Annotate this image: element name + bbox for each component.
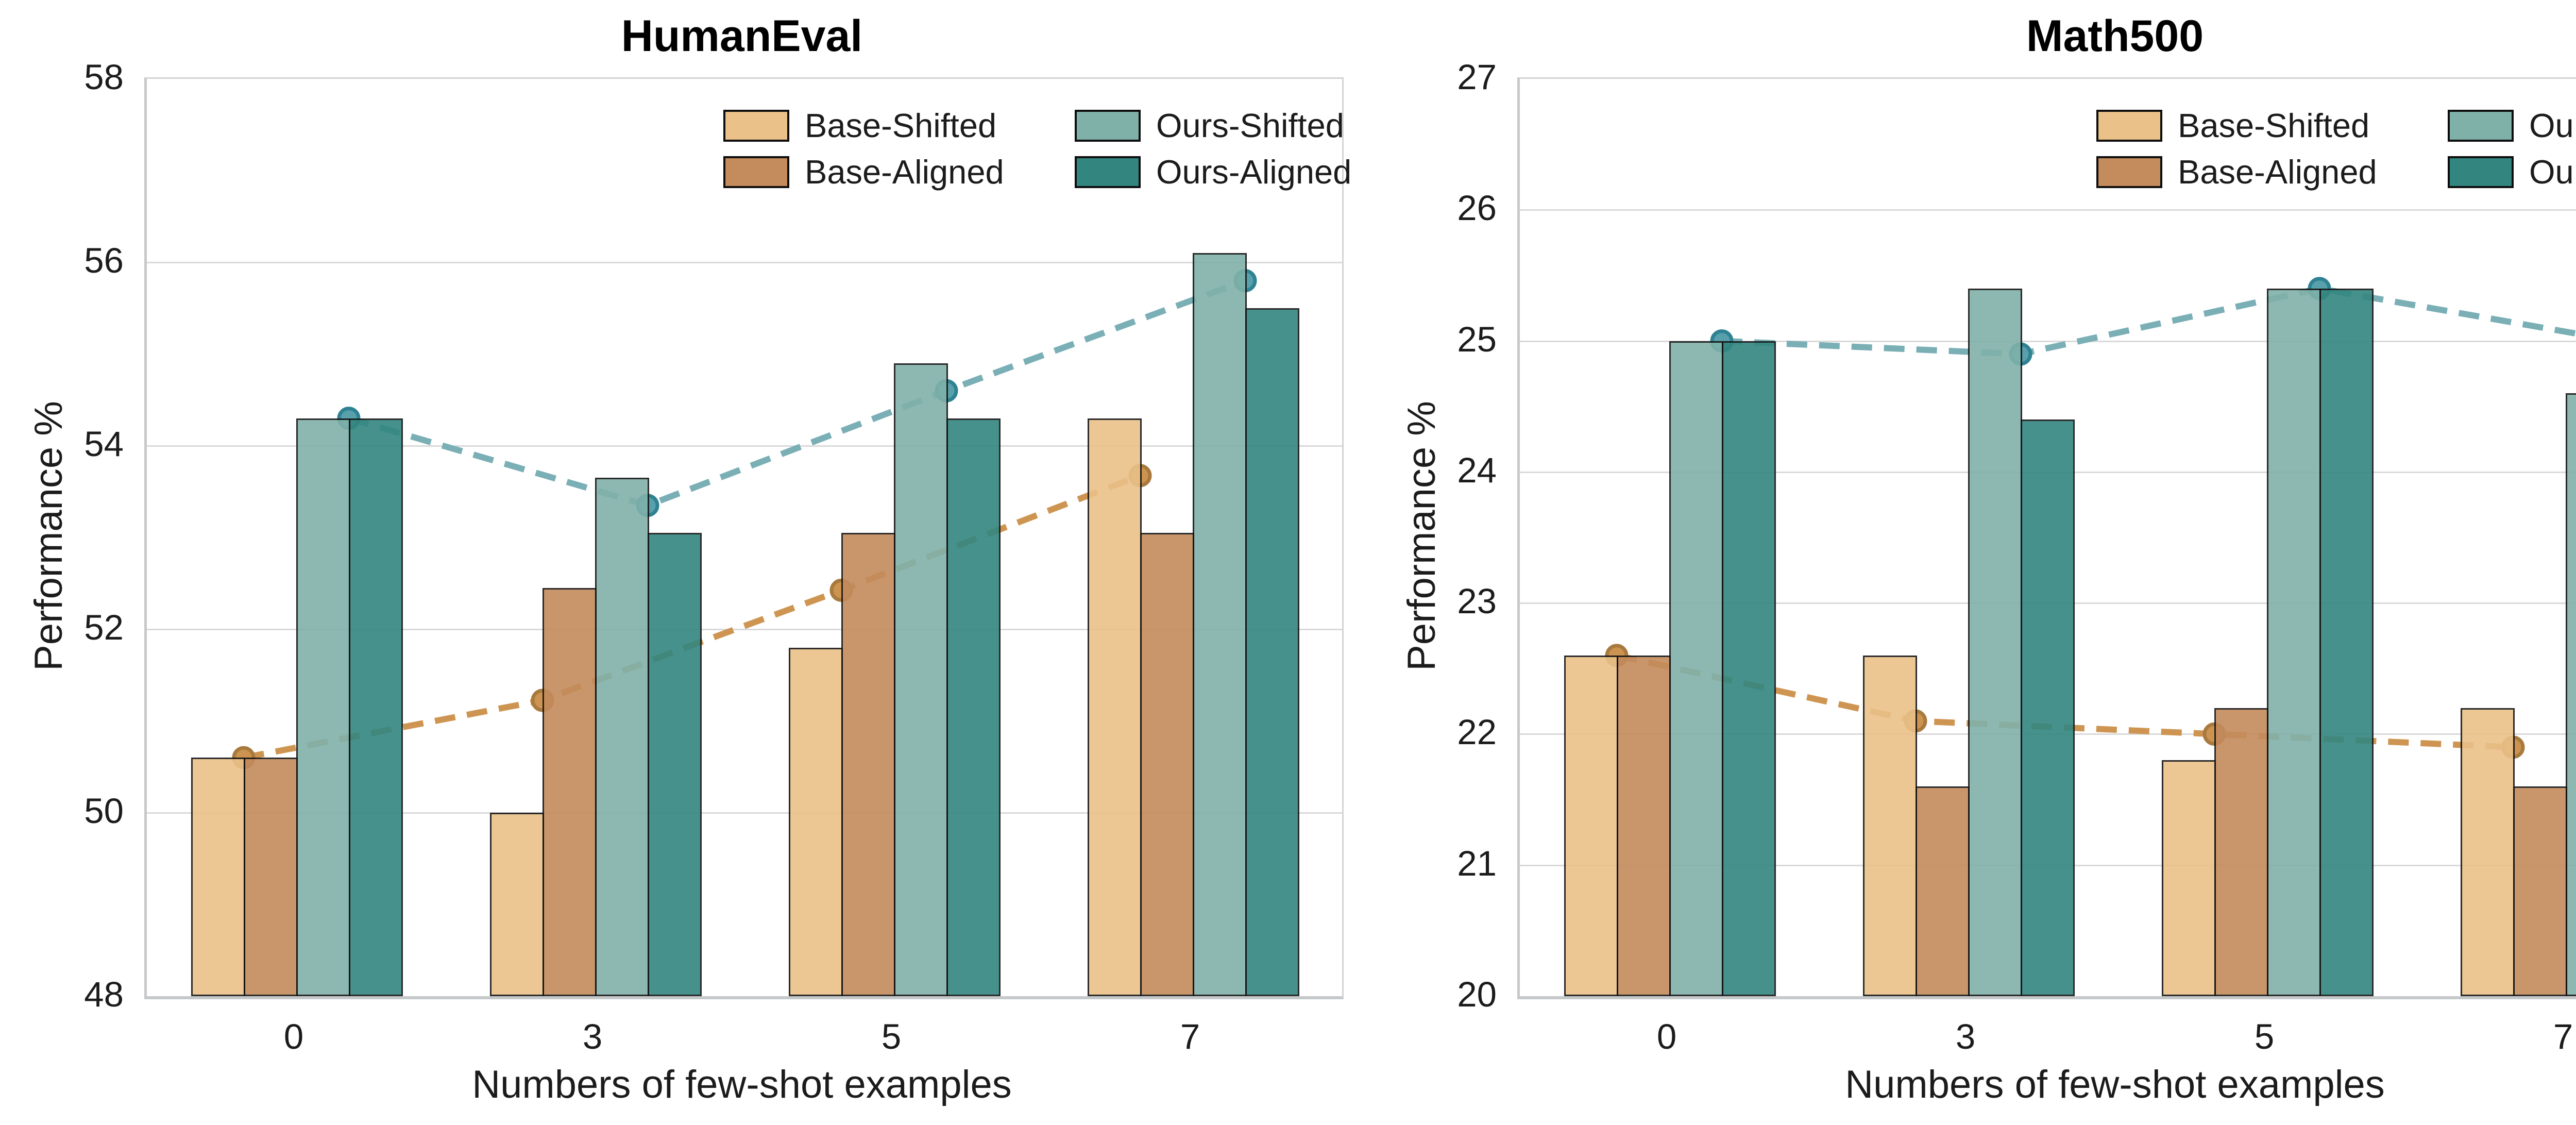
x-tick-label: 5 bbox=[881, 1017, 902, 1056]
y-tick-label: 56 bbox=[84, 241, 124, 280]
trend-line-ours bbox=[1721, 285, 2576, 358]
legend-label-ours-shifted: Ours-Shifted bbox=[2529, 107, 2576, 144]
legend-label-ours-shifted: Ours-Shifted bbox=[1156, 107, 1344, 144]
x-axis-label: Numbers of few-shot examples bbox=[1845, 1063, 2385, 1106]
y-tick-label: 26 bbox=[1457, 188, 1497, 228]
legend-swatch-ours-shifted bbox=[1075, 110, 1141, 142]
bar-base-shifted bbox=[789, 647, 843, 996]
legend-swatch-base-aligned bbox=[2096, 156, 2162, 188]
y-tick-label: 25 bbox=[1457, 319, 1497, 359]
bar-ours-shifted bbox=[296, 418, 350, 996]
x-tick-label: 0 bbox=[1656, 1017, 1677, 1056]
legend-label-ours-aligned: Ours-Aligned bbox=[1156, 153, 1352, 191]
bar-ours-shifted bbox=[2566, 393, 2576, 996]
bar-base-shifted bbox=[2162, 760, 2216, 996]
bar-ours-aligned bbox=[349, 418, 403, 996]
bar-ours-aligned bbox=[1722, 341, 1776, 996]
bar-base-aligned bbox=[2214, 708, 2268, 996]
y-tick-label: 58 bbox=[84, 57, 124, 97]
y-tick-label: 21 bbox=[1457, 843, 1497, 883]
gridline bbox=[1520, 340, 2576, 342]
x-axis-label: Numbers of few-shot examples bbox=[472, 1063, 1012, 1106]
y-tick-label: 48 bbox=[84, 975, 124, 1014]
bar-ours-shifted bbox=[1968, 288, 2022, 996]
legend-label-base-shifted: Base-Shifted bbox=[2178, 107, 2370, 144]
y-tick-label: 22 bbox=[1457, 712, 1497, 752]
gridline bbox=[147, 812, 1342, 814]
bar-base-shifted bbox=[1088, 418, 1142, 996]
bar-ours-shifted bbox=[2267, 288, 2321, 996]
bar-base-shifted bbox=[490, 813, 544, 996]
legend-swatch-base-aligned bbox=[723, 156, 789, 188]
x-tick-label: 7 bbox=[2553, 1017, 2573, 1056]
bar-base-shifted bbox=[191, 758, 245, 996]
trend-line-ours bbox=[348, 277, 1247, 509]
bar-ours-shifted bbox=[1193, 253, 1247, 996]
bar-base-aligned bbox=[2513, 786, 2567, 996]
bar-base-aligned bbox=[1916, 786, 1970, 996]
bar-ours-aligned bbox=[648, 533, 702, 996]
bar-base-aligned bbox=[841, 533, 895, 996]
bar-base-aligned bbox=[1617, 655, 1671, 996]
bar-ours-shifted bbox=[1669, 341, 1723, 996]
chart-title: Math500 bbox=[2026, 11, 2204, 61]
legend-label-ours-aligned: Ours-Aligned bbox=[2529, 153, 2576, 191]
gridline bbox=[147, 445, 1342, 447]
x-tick-label: 7 bbox=[1180, 1017, 1200, 1056]
y-tick-label: 50 bbox=[84, 791, 124, 831]
x-tick-label: 5 bbox=[2254, 1017, 2275, 1056]
bar-ours-shifted bbox=[894, 363, 948, 996]
plot-area bbox=[1517, 77, 2576, 999]
bar-base-shifted bbox=[1564, 655, 1618, 996]
plot-area bbox=[144, 77, 1344, 999]
legend-swatch-ours-shifted bbox=[2448, 110, 2514, 142]
y-tick-label: 24 bbox=[1457, 450, 1497, 490]
bar-ours-aligned bbox=[946, 418, 1001, 996]
chart-humaneval: HumanEval Performance % Numbers of few-s… bbox=[27, 11, 1352, 1106]
x-tick-label: 0 bbox=[283, 1017, 304, 1056]
bar-ours-aligned bbox=[1245, 308, 1299, 996]
bar-base-aligned bbox=[543, 587, 597, 996]
y-tick-label: 27 bbox=[1457, 57, 1497, 97]
legend-label-base-aligned: Base-Aligned bbox=[2178, 153, 2377, 191]
gridline bbox=[1520, 209, 2576, 211]
legend-label-base-shifted: Base-Shifted bbox=[805, 107, 997, 144]
legend-label-base-aligned: Base-Aligned bbox=[805, 153, 1004, 191]
x-tick-label: 3 bbox=[1955, 1017, 1976, 1056]
y-tick-label: 23 bbox=[1457, 581, 1497, 622]
y-tick-label: 52 bbox=[84, 608, 124, 647]
bar-base-aligned bbox=[244, 758, 298, 996]
gridline bbox=[147, 262, 1342, 263]
bar-ours-aligned bbox=[2021, 419, 2075, 996]
legend-swatch-base-shifted bbox=[2096, 110, 2162, 142]
bar-base-aligned bbox=[1140, 533, 1194, 996]
chart-title: HumanEval bbox=[621, 11, 863, 61]
chart-math500: Math500 Performance % Numbers of few-sho… bbox=[1373, 0, 2576, 1125]
bar-ours-shifted bbox=[595, 478, 649, 996]
y-tick-label: 20 bbox=[1457, 975, 1497, 1014]
bar-base-shifted bbox=[2461, 708, 2515, 996]
gridline bbox=[147, 629, 1342, 630]
bar-base-shifted bbox=[1863, 655, 1917, 996]
legend-swatch-base-shifted bbox=[723, 110, 789, 142]
legend-swatch-ours-aligned bbox=[2448, 156, 2514, 188]
x-tick-label: 3 bbox=[582, 1017, 603, 1056]
bar-ours-aligned bbox=[2319, 288, 2374, 996]
legend-swatch-ours-aligned bbox=[1075, 156, 1141, 188]
y-tick-label: 54 bbox=[84, 424, 124, 464]
